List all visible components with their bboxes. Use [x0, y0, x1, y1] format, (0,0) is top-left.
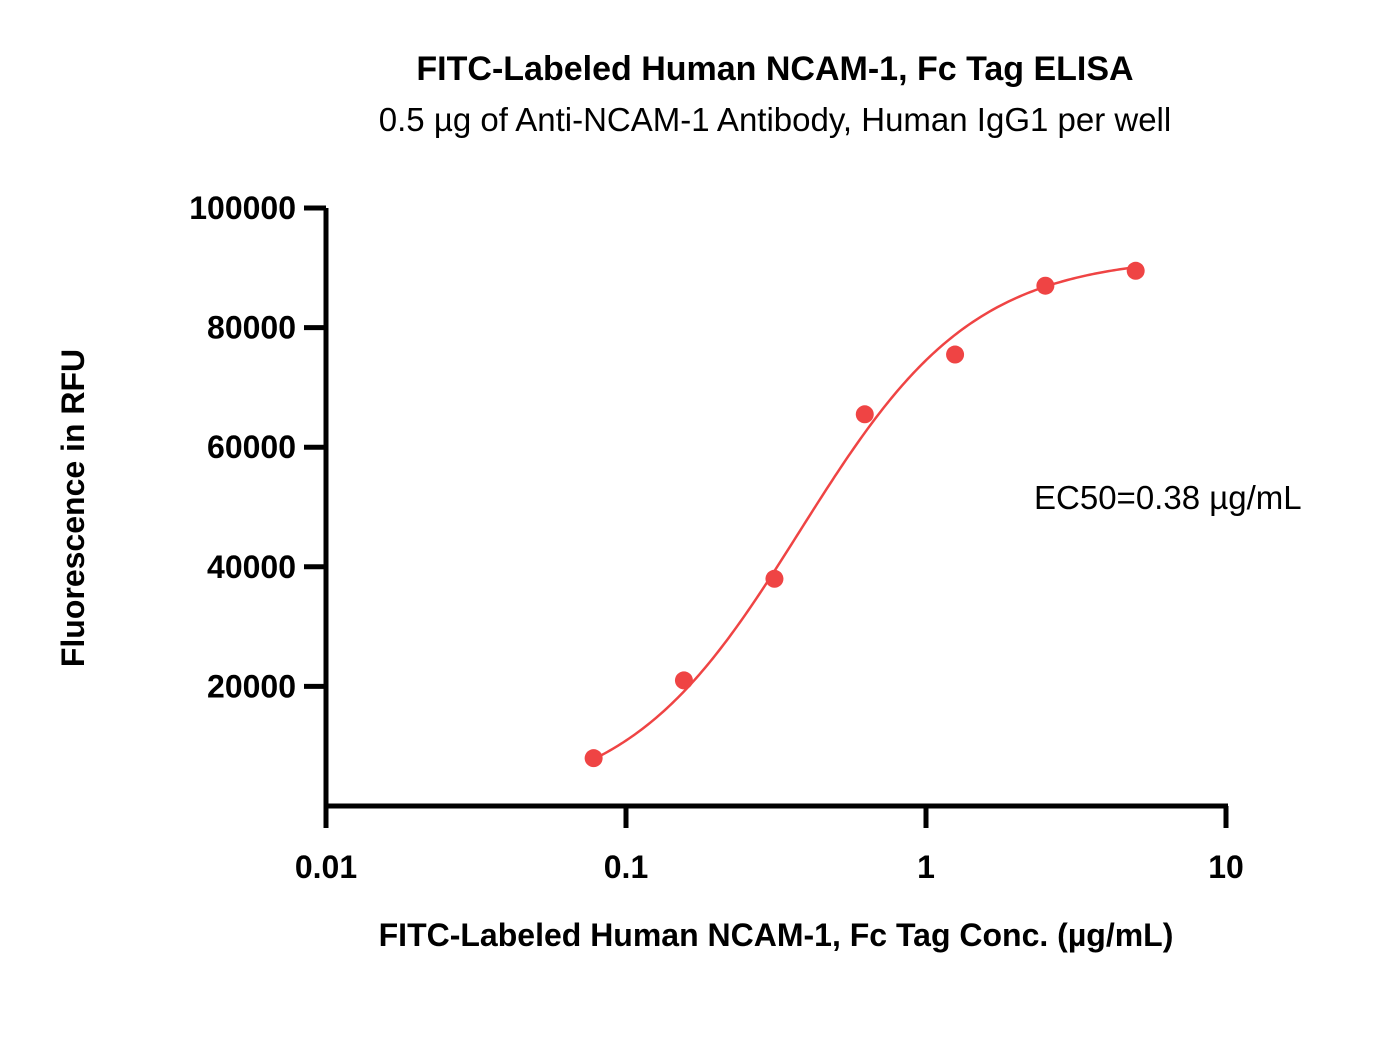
y-axis-ticks: 20000 40000 60000 80000 100000	[189, 190, 326, 704]
y-axis-label: Fluorescence in RFU	[55, 349, 91, 667]
x-tick-label: 1	[917, 849, 935, 885]
data-point	[1036, 276, 1055, 295]
y-tick-label: 80000	[207, 310, 296, 346]
axes	[323, 208, 1228, 809]
y-tick-label: 60000	[207, 429, 296, 465]
x-axis-label: FITC-Labeled Human NCAM-1, Fc Tag Conc. …	[379, 917, 1174, 953]
data-point	[855, 405, 874, 424]
data-point	[765, 569, 784, 588]
y-tick-label: 20000	[207, 668, 296, 704]
x-tick-label: 0.01	[295, 849, 357, 885]
x-tick-label: 0.1	[604, 849, 648, 885]
ec50-annotation: EC50=0.38 µg/mL	[1034, 479, 1302, 516]
data-point	[674, 671, 693, 690]
data-point	[1126, 261, 1145, 280]
y-tick-label: 40000	[207, 549, 296, 585]
data-point	[946, 345, 965, 364]
x-axis-ticks: 0.01 0.1 1 10	[295, 806, 1244, 885]
y-tick-label: 100000	[189, 190, 296, 226]
chart-title: FITC-Labeled Human NCAM-1, Fc Tag ELISA	[416, 50, 1133, 88]
data-points	[584, 261, 1145, 768]
x-tick-label: 10	[1208, 849, 1244, 885]
data-point	[584, 749, 603, 768]
chart-subtitle: 0.5 µg of Anti-NCAM-1 Antibody, Human Ig…	[379, 101, 1171, 138]
